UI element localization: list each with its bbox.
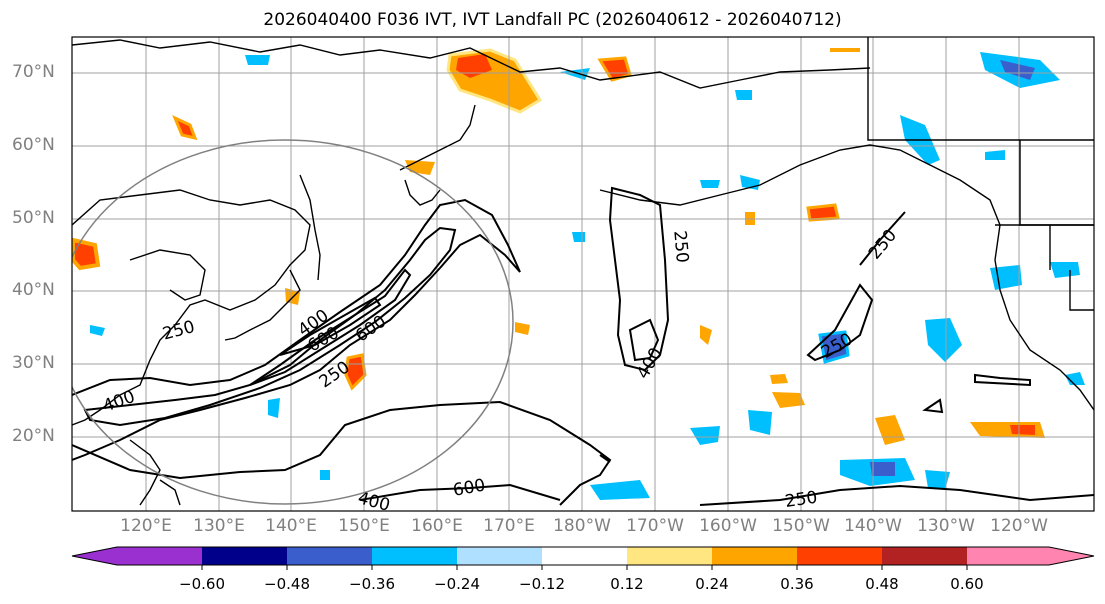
lon-label: 170°W (626, 516, 684, 536)
colorbar (71, 546, 1095, 570)
lon-label: 150°E (338, 516, 390, 536)
lon-label: 180°W (553, 516, 611, 536)
lon-label: 130°W (917, 516, 975, 536)
colorbar-segment (287, 547, 372, 565)
coastlines (72, 37, 1094, 506)
colorbar-segment (627, 547, 712, 565)
colorbar-segment (967, 547, 1049, 565)
colorbar-segment (1049, 547, 1094, 565)
lat-label: 30°N (12, 353, 55, 373)
contour-label: 400 (356, 488, 393, 516)
colorbar-tick-label: 0.48 (865, 575, 899, 593)
graticule (72, 37, 1094, 511)
colorbar-tick-label: −0.36 (349, 575, 395, 593)
lat-label: 60°N (12, 135, 55, 155)
colorbar-tick-label: −0.48 (264, 575, 310, 593)
map-area (72, 37, 1094, 511)
colorbar-tick-label: 0.12 (610, 575, 644, 593)
colorbar-segment (202, 547, 287, 565)
colorbar-segment (117, 547, 202, 565)
contour-label: 250 (784, 488, 819, 512)
colorbar-segment (882, 547, 967, 565)
colorbar-tick-label: −0.12 (519, 575, 565, 593)
ivt-anomaly-shading (72, 48, 1085, 500)
map-frame (71, 36, 1095, 512)
map-title: 2026040400 F036 IVT, IVT Landfall PC (20… (263, 10, 842, 30)
colorbar-tick-label: 0.24 (695, 575, 729, 593)
lat-label: 40°N (12, 280, 55, 300)
colorbar-segment (797, 547, 882, 565)
colorbar-segment (372, 547, 457, 565)
colorbar-segment (457, 547, 542, 565)
colorbar-tick-label: −0.60 (179, 575, 225, 593)
colorbar-segment (72, 547, 117, 565)
lon-label: 160°E (411, 516, 463, 536)
lon-label: 140°W (844, 516, 902, 536)
colorbar-tick-label: 0.36 (780, 575, 814, 593)
colorbar-tick-label: 0.60 (950, 575, 984, 593)
lon-label: 170°E (483, 516, 535, 536)
lon-label: 120°E (120, 516, 172, 536)
lon-label: 130°E (193, 516, 245, 536)
lat-label: 70°N (12, 62, 55, 82)
lon-label: 140°E (265, 516, 317, 536)
lon-label: 150°W (772, 516, 830, 536)
colorbar-segment (542, 547, 627, 565)
colorbar-tick-label: −0.24 (434, 575, 480, 593)
lon-label: 160°W (699, 516, 757, 536)
lat-label: 20°N (12, 426, 55, 446)
lon-label: 120°W (990, 516, 1048, 536)
lat-label: 50°N (12, 208, 55, 228)
colorbar-segment (712, 547, 797, 565)
contour-label: 250 (669, 230, 692, 264)
landfall-circle (72, 139, 514, 505)
ivt-contours (72, 186, 1094, 506)
